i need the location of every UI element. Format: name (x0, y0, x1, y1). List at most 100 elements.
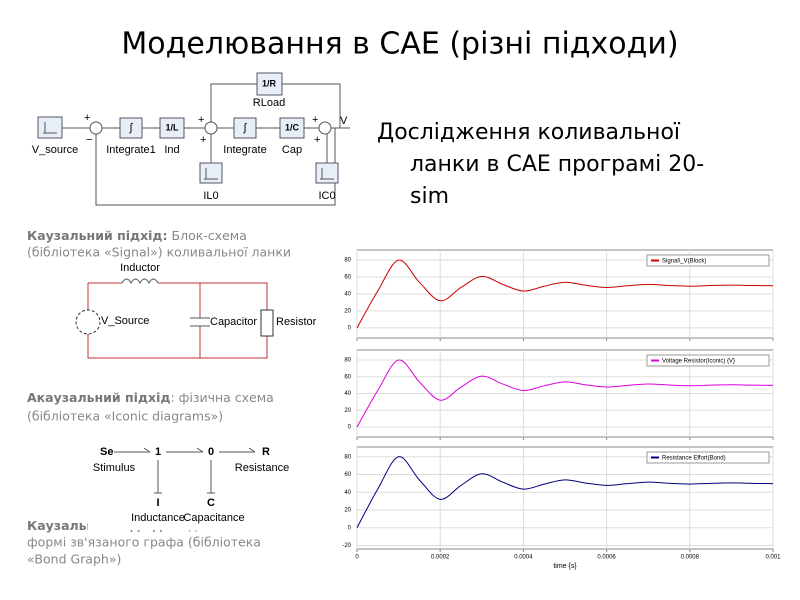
y-tick-label: 60 (344, 472, 351, 478)
y-tick-label: 80 (344, 454, 351, 460)
y-tick-label: 40 (344, 490, 351, 496)
y-tick-label: 40 (344, 391, 351, 397)
block-diagram: ∫ 1/L ∫ 1/C 1/R V_source Integrate1 Ind … (32, 72, 350, 206)
circuit: Inductor V_Source Capacitor Resistor (75, 262, 317, 359)
y-tick-label: 60 (344, 275, 351, 281)
bond-label: Capacitance (183, 512, 244, 524)
caption: (бібліотека «Signal») коливальної ланки (27, 245, 291, 260)
inductor (121, 278, 159, 285)
sum (89, 121, 103, 135)
bond-label: Resistance (235, 462, 289, 474)
circuit-wires (87, 282, 268, 359)
x-tick-label: 0 (355, 555, 359, 561)
legend-box (646, 354, 770, 367)
series-line (356, 259, 774, 329)
y-tick-label: 20 (344, 309, 351, 315)
y-tick-label: 60 (344, 374, 351, 380)
legend-label: Signal\_V(Block) (662, 259, 706, 265)
legend-box (646, 254, 770, 267)
sign: + (198, 114, 204, 126)
series-line (356, 359, 774, 428)
block (199, 162, 223, 184)
legend-label: Resistance Effort(Bond) (662, 456, 726, 462)
bond-element: C (207, 497, 215, 509)
y-tick-label: 80 (344, 258, 351, 264)
block-label: Integrate (223, 144, 266, 156)
caption-text: : фізична схема (170, 390, 273, 405)
caption: «Bond Graph») (27, 552, 121, 567)
caption-text: Блок-схема (172, 228, 247, 243)
bond-label: Inductance (131, 512, 185, 524)
y-tick-label: 0 (348, 425, 352, 431)
block (256, 72, 283, 96)
bond-element: 1 (155, 446, 161, 458)
x-axis-label: time {s} (553, 563, 577, 570)
block-symbol: 1/R (262, 78, 277, 88)
block (233, 117, 257, 139)
sign: + (200, 134, 206, 146)
block (37, 116, 63, 139)
plot-area (356, 446, 774, 550)
block-label: RLoad (253, 97, 285, 109)
legend-label: Voltage Resistor(Iconic) {V} (662, 359, 735, 365)
circuit-label: V_Source (101, 315, 149, 327)
caption-bold: Каузальний підхід: (27, 228, 168, 243)
caption: Каузальний підхід: Блок-схема (27, 228, 247, 243)
y-tick-label: 0 (348, 525, 352, 531)
x-tick-label: 0.0002 (431, 555, 450, 561)
sign: + (314, 134, 320, 146)
wires (62, 83, 350, 206)
block-label: Ind (164, 144, 179, 156)
bonds (114, 447, 256, 494)
block-label: IC0 (318, 190, 335, 202)
sign: − (86, 134, 92, 146)
block-symbol: 1/C (285, 122, 300, 132)
caption: формі зв'язаного графа (бібліотека (27, 535, 261, 550)
block-label: Integrate1 (106, 144, 156, 156)
block-symbol: 1/L (165, 122, 179, 132)
resistor (260, 309, 274, 337)
x-tick-label: 0.0004 (514, 555, 533, 561)
slide-title: Моделювання в CAE (різні підходи) (121, 27, 678, 62)
step-icon (320, 168, 334, 180)
bond-element: I (156, 497, 159, 509)
block-symbol: ∫ (242, 122, 247, 134)
source (75, 309, 101, 335)
block-label: Cap (282, 144, 302, 156)
bond-graph-background (88, 440, 303, 530)
block (159, 117, 185, 139)
x-tick-label: 0.0006 (597, 555, 616, 561)
block-label: IL0 (203, 190, 218, 202)
step-icon (43, 122, 57, 134)
description-line: sim (410, 184, 449, 209)
legend-box (646, 451, 770, 464)
block (119, 117, 143, 139)
output-label: V (340, 115, 348, 127)
capacitor (190, 317, 210, 327)
block-label: V_source (32, 144, 78, 156)
circuit-label: Resistor (276, 316, 317, 328)
y-tick-label: 80 (344, 358, 351, 364)
caption: (бібліотека «Iconic diagrams») (27, 409, 223, 424)
step-icon (204, 168, 218, 180)
x-tick-label: 0.0008 (681, 555, 700, 561)
block-symbol: ∫ (128, 122, 133, 134)
circuit-label: Capacitor (210, 316, 257, 328)
y-tick-label: -20 (342, 543, 351, 549)
bond-element: Se (100, 446, 113, 458)
bond-label: Stimulus (93, 462, 136, 474)
circuit-label: Inductor (120, 262, 160, 274)
series-line (356, 456, 774, 528)
bond-element: 0 (208, 446, 214, 458)
description-line: Дослідження коливальної (377, 120, 681, 145)
sign: + (312, 114, 318, 126)
y-tick-label: 0 (348, 325, 352, 331)
bond-element: R (262, 446, 270, 458)
caption: Акаузальний підхід: фізична схема (27, 390, 274, 405)
bond-graph: Se 1 0 R I C Stimulus Resistance Inducta… (88, 440, 303, 530)
description-line: ланки в CAE програмі 20- (410, 152, 704, 177)
sign: + (84, 112, 90, 124)
caption-bold: Акаузальний підхід (27, 390, 170, 405)
y-tick-label: 20 (344, 408, 351, 414)
